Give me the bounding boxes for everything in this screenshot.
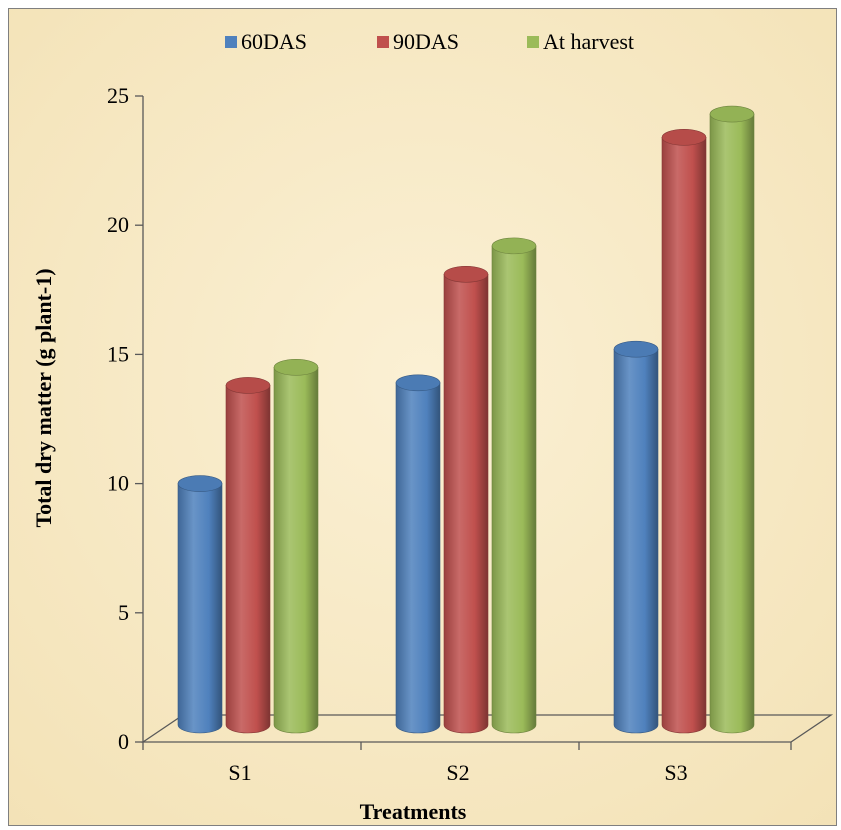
y-tick-label: 20 bbox=[107, 212, 129, 237]
x-tick-label: S3 bbox=[664, 760, 687, 785]
plot-floor bbox=[140, 714, 834, 743]
bar bbox=[613, 340, 659, 734]
y-tick-label: 25 bbox=[107, 83, 129, 108]
legend-swatch bbox=[527, 36, 539, 48]
x-axis-title: Treatments bbox=[360, 799, 467, 824]
bar bbox=[661, 129, 707, 734]
y-tick-label: 5 bbox=[118, 600, 129, 625]
floor-outline bbox=[140, 714, 834, 743]
legend-label: 90DAS bbox=[393, 29, 459, 54]
legend-label: 60DAS bbox=[241, 29, 307, 54]
x-tick-label: S2 bbox=[446, 760, 469, 785]
bar bbox=[443, 265, 489, 734]
bar bbox=[709, 105, 755, 734]
y-tick-label: 10 bbox=[107, 471, 129, 496]
bar bbox=[395, 374, 441, 734]
bar bbox=[491, 237, 537, 734]
y-axis-title: Total dry matter (g plant-1) bbox=[31, 268, 56, 527]
bar bbox=[225, 377, 271, 734]
legend-item: 60DAS bbox=[225, 29, 307, 54]
legend-swatch bbox=[377, 36, 389, 48]
y-tick-label: 0 bbox=[118, 729, 129, 754]
legend-label: At harvest bbox=[543, 29, 634, 54]
bar bbox=[177, 475, 223, 734]
legend: 60DAS 90DAS At harvest bbox=[225, 29, 634, 54]
bars bbox=[177, 105, 755, 734]
legend-item: 90DAS bbox=[377, 29, 459, 54]
legend-swatch bbox=[225, 36, 237, 48]
bar bbox=[273, 359, 319, 734]
x-axis: S1 S2 S3 bbox=[142, 742, 792, 785]
chart-frame: 60DAS 90DAS At harvest 0 5 10 15 20 25 S1 S2 S3 T… bbox=[8, 8, 837, 826]
chart-canvas: 60DAS 90DAS At harvest 0 5 10 15 20 25 S1 S2 S3 T… bbox=[9, 9, 836, 825]
y-axis: 0 5 10 15 20 25 bbox=[107, 83, 144, 754]
y-tick-label: 15 bbox=[107, 341, 129, 366]
legend-item: At harvest bbox=[527, 29, 634, 54]
x-tick-label: S1 bbox=[228, 760, 251, 785]
